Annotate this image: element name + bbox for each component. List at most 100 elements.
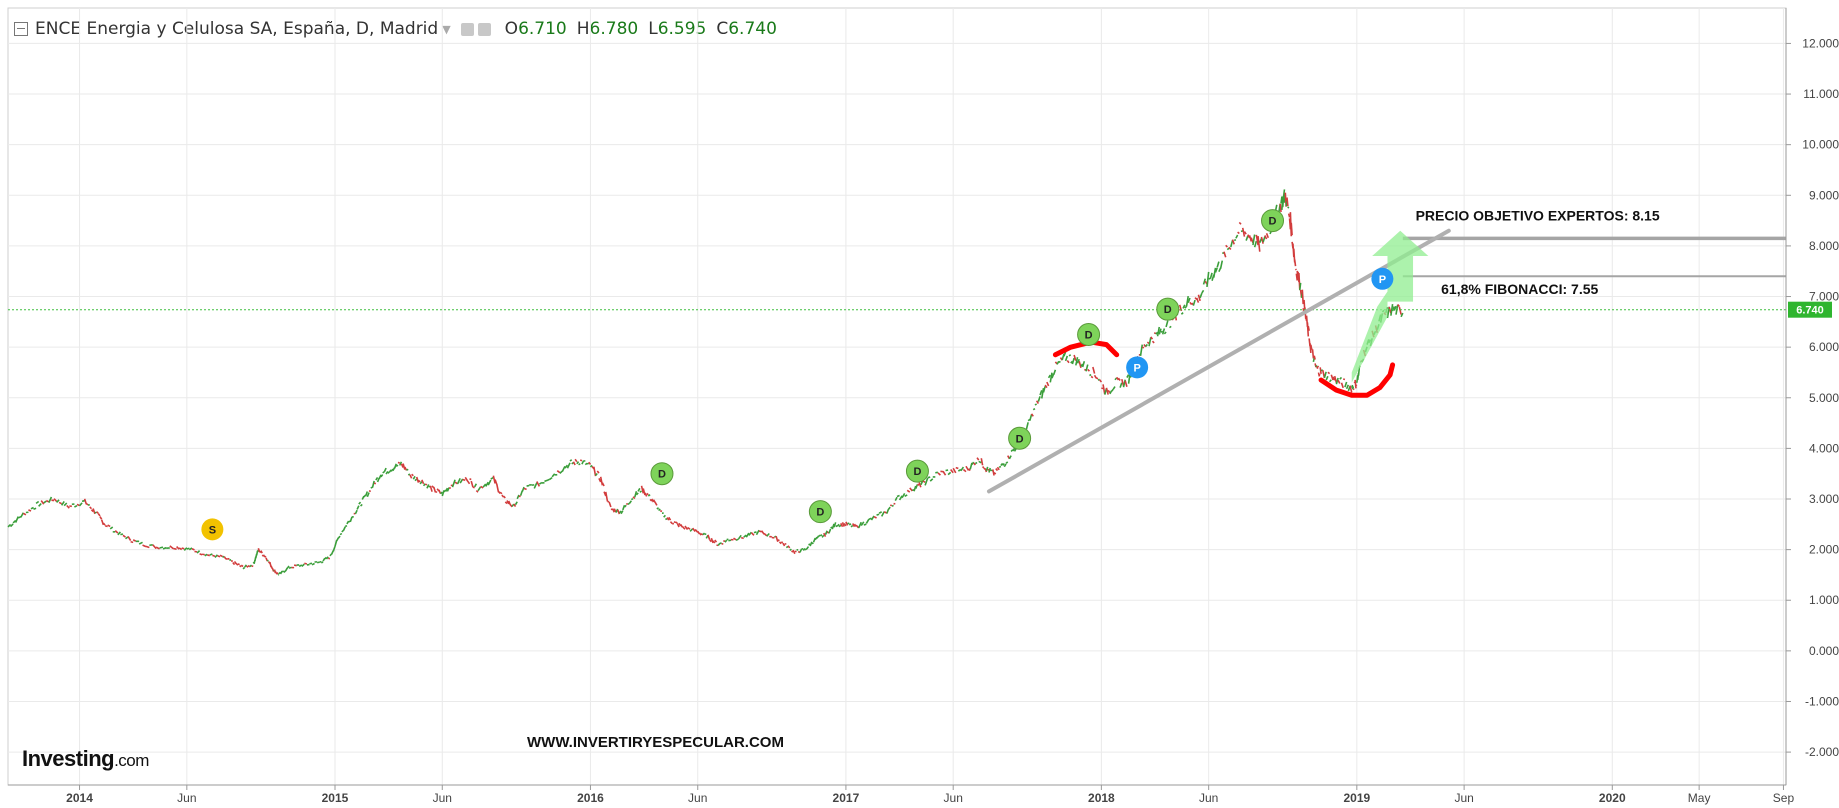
price-segment bbox=[152, 544, 157, 550]
price-segment bbox=[996, 466, 1000, 471]
price-segment bbox=[521, 486, 525, 492]
price-segment bbox=[181, 547, 185, 550]
price-segment bbox=[620, 510, 624, 515]
price-axis[interactable]: 12.000 11.000 10.000 9.000 8.000 7.000 6.000 5.… bbox=[1785, 8, 1839, 785]
price-segment bbox=[199, 553, 203, 556]
price-segment bbox=[1265, 233, 1270, 239]
price-segment bbox=[63, 502, 68, 507]
price-segment bbox=[1231, 239, 1235, 245]
price-segment bbox=[494, 479, 498, 485]
signal-marker-d[interactable]: D bbox=[1077, 322, 1101, 346]
signal-marker-d[interactable]: D bbox=[1008, 426, 1032, 450]
signal-letter: D bbox=[1269, 216, 1277, 228]
price-segment bbox=[1319, 367, 1322, 374]
price-segment bbox=[1042, 386, 1046, 393]
y-tick-label: -2.000 bbox=[1805, 745, 1839, 759]
price-segment bbox=[556, 470, 561, 474]
price-segment bbox=[639, 490, 643, 493]
price-segment bbox=[390, 468, 394, 472]
current-price-badge bbox=[1788, 301, 1832, 318]
price-segment bbox=[1398, 306, 1402, 315]
signal-marker-d[interactable]: D bbox=[808, 500, 832, 524]
price-segment bbox=[1327, 371, 1331, 375]
price-segment bbox=[242, 566, 246, 570]
price-segment bbox=[1279, 203, 1282, 213]
time-axis[interactable]: 2014 Jun 2015 Jun 2016 Jun 2017 Jun 2018 Jun 2019 J… bbox=[8, 784, 1794, 805]
price-segment bbox=[564, 464, 569, 469]
price-segment bbox=[596, 470, 600, 474]
y-tick-label: -1.000 bbox=[1805, 694, 1839, 708]
price-segment bbox=[660, 510, 663, 513]
price-segment bbox=[1316, 365, 1320, 368]
price-segment bbox=[962, 468, 967, 473]
price-segment bbox=[81, 499, 85, 503]
signal-circle bbox=[201, 518, 224, 541]
price-segment bbox=[114, 530, 119, 534]
price-segment bbox=[1046, 381, 1050, 387]
price-segment bbox=[901, 492, 906, 499]
signal-marker-d[interactable]: D bbox=[1156, 297, 1180, 321]
chevron-down-icon[interactable]: ▼ bbox=[442, 22, 451, 36]
price-segment bbox=[1169, 325, 1172, 329]
price-segment bbox=[561, 465, 566, 472]
price-segment bbox=[755, 529, 760, 536]
price-segment bbox=[1056, 360, 1060, 365]
projection-arrow bbox=[1351, 230, 1429, 383]
price-segment bbox=[288, 566, 292, 569]
price-segment bbox=[646, 492, 649, 496]
price-segment bbox=[1156, 326, 1161, 337]
signal-marker-s[interactable]: S bbox=[201, 518, 224, 541]
price-segment bbox=[109, 526, 114, 530]
signal-marker-d[interactable]: D bbox=[650, 462, 674, 486]
price-segment bbox=[1049, 372, 1053, 383]
price-segment bbox=[412, 475, 416, 480]
price-segment bbox=[942, 470, 947, 476]
price-segment bbox=[681, 525, 686, 530]
price-segment bbox=[96, 511, 99, 514]
price-segment bbox=[778, 541, 782, 545]
text-labels: PRECIO OBJETIVO EXPERTOS: 8.15 61,8% FIBO… bbox=[22, 208, 1660, 771]
price-segment bbox=[1197, 294, 1201, 302]
price-segment bbox=[1184, 305, 1188, 309]
price-segment bbox=[1189, 301, 1193, 306]
price-segment bbox=[1119, 382, 1123, 388]
price-segment bbox=[743, 534, 747, 538]
price-segment bbox=[262, 554, 266, 558]
price-segment bbox=[1035, 400, 1040, 405]
collapse-icon[interactable] bbox=[14, 22, 28, 36]
price-segment bbox=[841, 522, 845, 527]
eye-icon[interactable] bbox=[460, 22, 474, 36]
plot-border bbox=[7, 7, 1787, 786]
price-segment bbox=[684, 525, 689, 531]
price-segment bbox=[1008, 455, 1012, 460]
price-segment bbox=[1225, 244, 1228, 248]
price-segment bbox=[992, 469, 995, 476]
price-segment bbox=[322, 557, 326, 562]
price-segment bbox=[417, 479, 421, 483]
signal-marker-p[interactable]: P bbox=[1371, 267, 1394, 290]
price-segment bbox=[608, 501, 612, 508]
price-segment bbox=[1290, 222, 1293, 236]
price-segment bbox=[1148, 337, 1152, 347]
price-segment bbox=[652, 499, 656, 503]
signal-marker-d[interactable]: D bbox=[1261, 209, 1285, 233]
signal-marker-d[interactable]: D bbox=[905, 459, 929, 483]
price-segment bbox=[337, 535, 341, 539]
price-segment bbox=[513, 503, 517, 507]
signal-marker-p[interactable]: P bbox=[1126, 356, 1149, 379]
price-segment bbox=[1081, 361, 1086, 368]
price-segment bbox=[117, 531, 122, 536]
symbol-title[interactable]: ENCE Energia y Celulosa SA, España, D, M… bbox=[35, 19, 439, 39]
price-segment bbox=[346, 520, 350, 525]
settings-icon[interactable] bbox=[477, 22, 491, 36]
price-segment bbox=[820, 534, 823, 537]
price-segment bbox=[816, 535, 820, 539]
price-segment bbox=[207, 554, 211, 557]
price-segment bbox=[831, 523, 835, 530]
price-segment bbox=[802, 547, 806, 552]
price-segment bbox=[443, 489, 447, 493]
price-segment bbox=[1085, 364, 1089, 372]
price-segment bbox=[618, 510, 622, 514]
price-segment bbox=[1160, 330, 1163, 333]
